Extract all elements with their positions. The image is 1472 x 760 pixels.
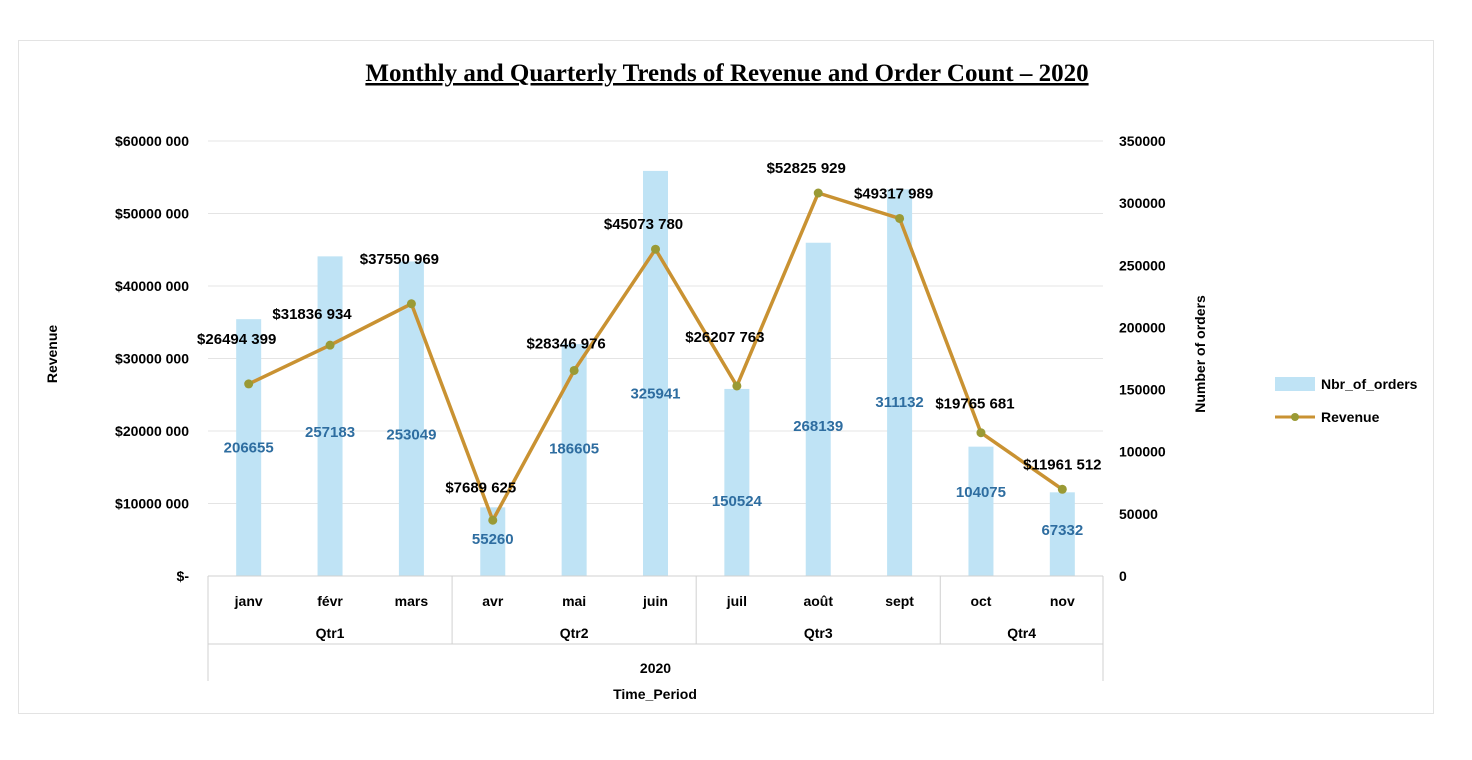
quarter-label-Qtr1: Qtr1 — [316, 625, 345, 641]
right-tick-label: 0 — [1119, 568, 1127, 584]
month-label-juin: juin — [642, 593, 668, 609]
revenue-label-mai: $28346 976 — [527, 335, 606, 352]
bar-label-févr: 257183 — [305, 424, 355, 441]
month-label-juil: juil — [726, 593, 747, 609]
revenue-label-nov: $11961 512 — [1023, 456, 1101, 473]
revenue-label-mars: $37550 969 — [360, 251, 439, 268]
bar-label-août: 268139 — [793, 418, 843, 435]
right-tick-label: 300000 — [1119, 195, 1166, 211]
legend-marker-revenue — [1291, 413, 1299, 421]
left-tick-label: $40000 000 — [115, 278, 189, 294]
bar-label-oct: 104075 — [956, 484, 1006, 501]
month-label-mars: mars — [395, 593, 429, 609]
bar-label-juil: 150524 — [712, 493, 763, 510]
left-tick-label: $10000 000 — [115, 496, 189, 512]
month-label-nov: nov — [1050, 593, 1075, 609]
month-label-févr: févr — [317, 593, 343, 609]
right-tick-label: 250000 — [1119, 257, 1166, 273]
revenue-point-avr — [488, 515, 498, 525]
bar-orders-mai — [561, 344, 587, 576]
bar-orders-janv — [236, 319, 262, 576]
bar-label-juin: 325941 — [630, 386, 680, 403]
chart-title: Monthly and Quarterly Trends of Revenue … — [365, 60, 1088, 87]
left-tick-label: $30000 000 — [115, 351, 189, 367]
quarter-label-Qtr3: Qtr3 — [804, 625, 833, 641]
right-axis: 0 50000 100000 150000 200000 250000 300000 3500… — [1119, 133, 1166, 584]
right-tick-label: 50000 — [1119, 506, 1158, 522]
bar-orders-juin — [643, 170, 668, 576]
quarter-label-Qtr4: Qtr4 — [1007, 625, 1036, 641]
line-data-labels: $26494 399 $31836 934 $37550 969 $7689 625 $… — [197, 160, 1101, 496]
bar-label-avr: 55260 — [472, 531, 514, 548]
right-tick-label: 200000 — [1119, 319, 1166, 335]
bar-label-mars: 253049 — [386, 426, 436, 443]
month-label-avr: avr — [482, 593, 504, 609]
revenue-label-janv: $26494 399 — [197, 331, 276, 348]
quarter-label-Qtr2: Qtr2 — [560, 625, 589, 641]
revenue-label-févr: $31836 934 — [272, 306, 352, 323]
revenue-point-juil — [732, 381, 742, 391]
legend-swatch-orders — [1275, 377, 1315, 391]
revenue-label-sept: $49317 989 — [854, 185, 933, 202]
bar-orders-août — [805, 242, 831, 577]
revenue-label-juil: $26207 763 — [685, 329, 764, 346]
revenue-label-oct: $19765 681 — [935, 396, 1014, 413]
revenue-point-juin — [651, 244, 660, 254]
bar-label-janv: 206655 — [224, 440, 274, 457]
month-label-mai: mai — [562, 593, 586, 609]
left-tick-label: $20000 000 — [115, 423, 189, 439]
month-label-sept: sept — [885, 593, 914, 609]
bar-orders-juil — [724, 388, 750, 576]
month-label-janv: janv — [234, 593, 263, 609]
y-axis-left-title: Revenue — [44, 325, 60, 384]
revenue-point-nov — [1057, 484, 1067, 494]
legend-label-revenue: Revenue — [1321, 409, 1380, 425]
month-label-août: août — [803, 593, 833, 609]
bar-orders-oct — [968, 446, 994, 576]
bar-label-nov: 67332 — [1041, 522, 1083, 539]
revenue-label-août: $52825 929 — [767, 160, 846, 177]
y-axis-right-title: Number of orders — [1192, 295, 1208, 413]
left-tick-label: $- — [177, 568, 190, 584]
revenue-point-oct — [976, 428, 986, 438]
bar-label-mai: 186605 — [549, 440, 599, 457]
year-label: 2020 — [640, 660, 671, 676]
right-tick-label: 100000 — [1119, 444, 1166, 460]
bar-data-labels: 206655 257183 253049 55260 186605 325941 15052… — [224, 386, 1084, 548]
right-tick-label: 150000 — [1119, 382, 1166, 398]
revenue-point-janv — [244, 379, 254, 389]
revenue-point-août — [813, 188, 823, 198]
revenue-point-mai — [569, 365, 579, 375]
line-series — [244, 188, 1067, 525]
combo-chart: Monthly and Quarterly Trends of Revenue … — [44, 60, 1418, 702]
bar-orders-sept — [887, 189, 913, 576]
bar-orders-févr — [317, 256, 343, 576]
bar-orders-mars — [398, 261, 424, 576]
revenue-label-juin: $45073 780 — [604, 216, 683, 233]
left-tick-label: $50000 000 — [115, 206, 189, 222]
revenue-label-avr: $7689 625 — [445, 479, 516, 496]
x-axis-title: Time_Period — [613, 686, 697, 702]
chart-frame: Monthly and Quarterly Trends of Revenue … — [18, 40, 1434, 714]
bar-label-sept: 311132 — [875, 394, 923, 411]
x-axis: janv févr mars avr mai juin juil août sept oct nov… — [207, 575, 1104, 681]
revenue-point-mars — [406, 299, 416, 309]
bar-series — [236, 170, 1075, 577]
right-tick-label: 350000 — [1119, 133, 1166, 149]
left-axis: $- $10000 000 $20000 000 $30000 000 $40000 0… — [115, 133, 189, 584]
legend: Nbr_of_orders Revenue — [1275, 376, 1418, 425]
left-tick-label: $60000 000 — [115, 133, 189, 149]
revenue-point-févr — [325, 340, 335, 350]
legend-label-orders: Nbr_of_orders — [1321, 376, 1418, 392]
revenue-point-sept — [895, 213, 905, 223]
month-label-oct: oct — [970, 593, 991, 609]
bar-orders-nov — [1049, 492, 1075, 576]
